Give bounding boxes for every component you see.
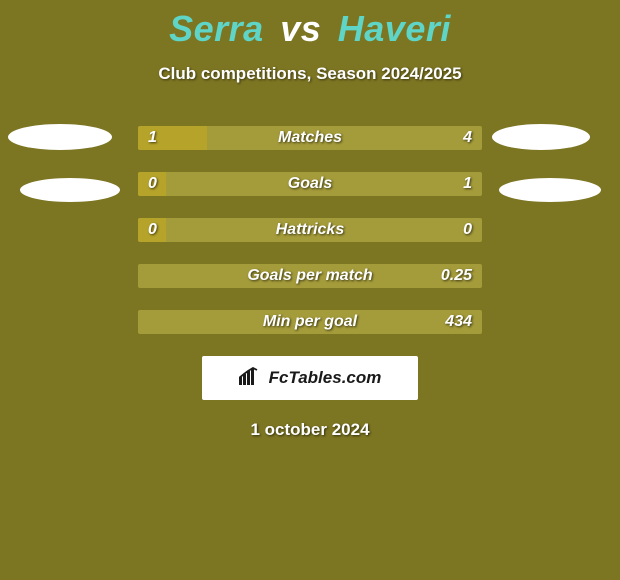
- brand-text: FcTables.com: [269, 368, 382, 388]
- bar-chart-icon: [239, 367, 269, 390]
- player1-name: Serra: [169, 8, 264, 49]
- infographic-root: Serra vs Haveri Club competitions, Seaso…: [0, 0, 620, 580]
- vs-label: vs: [280, 8, 321, 49]
- stat-row: 0Goals1: [138, 172, 482, 196]
- stat-row: Goals per match0.25: [138, 264, 482, 288]
- avatar-placeholder: [492, 124, 590, 150]
- stat-row: 1Matches4: [138, 126, 482, 150]
- stat-rows: 1Matches40Goals10Hattricks0Goals per mat…: [138, 126, 482, 334]
- stat-label: Min per goal: [138, 310, 482, 334]
- stat-right-value: 0.25: [441, 264, 472, 288]
- stat-right-value: 4: [463, 126, 472, 150]
- page-title: Serra vs Haveri: [0, 0, 620, 50]
- stat-label: Matches: [138, 126, 482, 150]
- player2-name: Haveri: [338, 8, 451, 49]
- stat-row: Min per goal434: [138, 310, 482, 334]
- date-label: 1 october 2024: [0, 420, 620, 440]
- subtitle: Club competitions, Season 2024/2025: [0, 64, 620, 84]
- stat-label: Hattricks: [138, 218, 482, 242]
- stat-right-value: 0: [463, 218, 472, 242]
- avatar-placeholder: [499, 178, 601, 202]
- avatar-placeholder: [20, 178, 120, 202]
- stat-right-value: 434: [445, 310, 472, 334]
- avatar-placeholder: [8, 124, 112, 150]
- stat-label: Goals: [138, 172, 482, 196]
- stat-label: Goals per match: [138, 264, 482, 288]
- stat-right-value: 1: [463, 172, 472, 196]
- stat-row: 0Hattricks0: [138, 218, 482, 242]
- brand-box: FcTables.com: [202, 356, 418, 400]
